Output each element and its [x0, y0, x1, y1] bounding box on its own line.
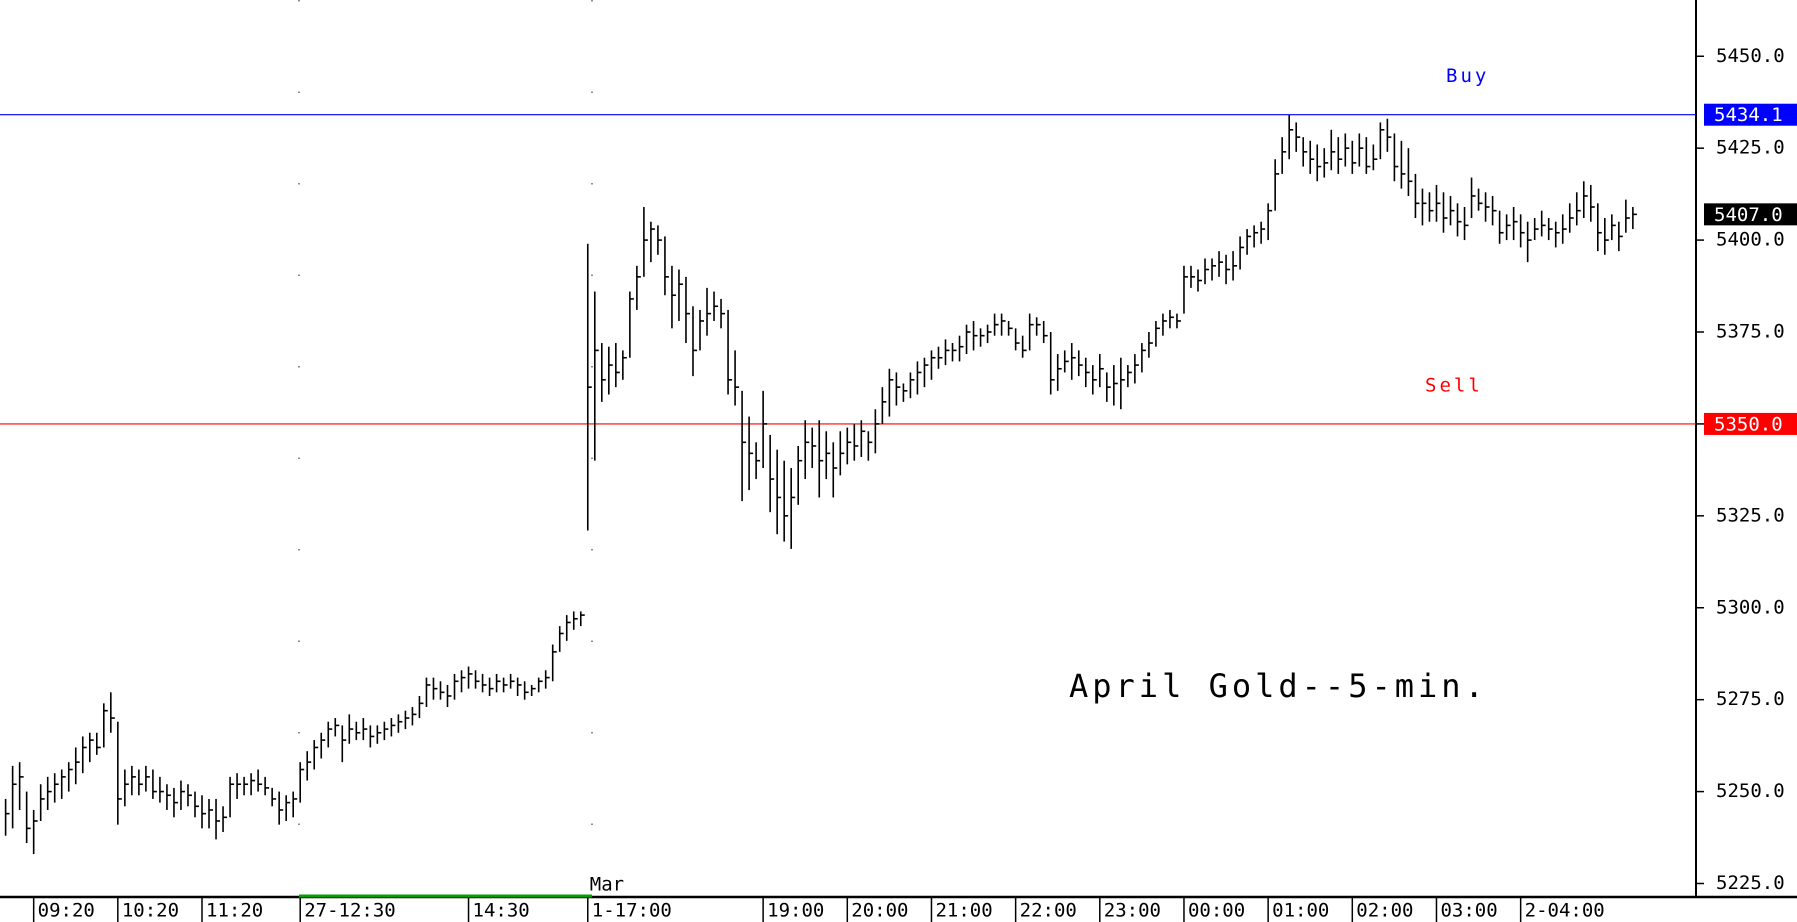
- y-tick-label: 5250.0: [1716, 780, 1785, 802]
- y-tick-label: 5225.0: [1716, 872, 1785, 894]
- x-tick-label: 02:00: [1356, 900, 1413, 922]
- x-tick-label: 11:20: [206, 900, 263, 922]
- x-tick-label: 03:00: [1440, 900, 1497, 922]
- x-tick-label: 22:00: [1020, 900, 1077, 922]
- last-price-tag: [1704, 203, 1797, 226]
- level-tag: [1704, 412, 1797, 435]
- x-tick-label: 10:20: [122, 900, 179, 922]
- chart-title: April Gold--5-min.: [1069, 667, 1488, 705]
- x-tick-label: 23:00: [1104, 900, 1161, 922]
- y-tick-label: 5275.0: [1716, 688, 1785, 710]
- session-label: Mar: [590, 874, 624, 896]
- level-name: Buy: [1446, 65, 1489, 87]
- x-tick-label: 2-04:00: [1525, 900, 1605, 922]
- x-tick-label: 20:00: [851, 900, 908, 922]
- level-tag: [1704, 103, 1797, 126]
- x-tick-label: 19:00: [767, 900, 824, 922]
- level-tag-label: 5434.1: [1714, 104, 1783, 126]
- x-tick-label: 1-17:00: [592, 900, 672, 922]
- y-tick-label: 5450.0: [1716, 45, 1785, 67]
- x-tick-label: 27-12:30: [304, 900, 396, 922]
- x-tick-label: 21:00: [935, 900, 992, 922]
- y-tick-label: 5425.0: [1716, 137, 1785, 159]
- level-name: Sell: [1425, 374, 1483, 396]
- y-tick-label: 5400.0: [1716, 229, 1785, 251]
- y-tick-label: 5300.0: [1716, 596, 1785, 618]
- x-tick-label: 01:00: [1272, 900, 1329, 922]
- x-tick-label: 09:20: [38, 900, 95, 922]
- y-tick-label: 5375.0: [1716, 321, 1785, 343]
- last-price-label: 5407.0: [1714, 204, 1783, 226]
- y-tick-label: 5325.0: [1716, 504, 1785, 526]
- level-tag-label: 5350.0: [1714, 413, 1783, 435]
- x-tick-label: 00:00: [1188, 900, 1245, 922]
- x-tick-label: 14:30: [473, 900, 530, 922]
